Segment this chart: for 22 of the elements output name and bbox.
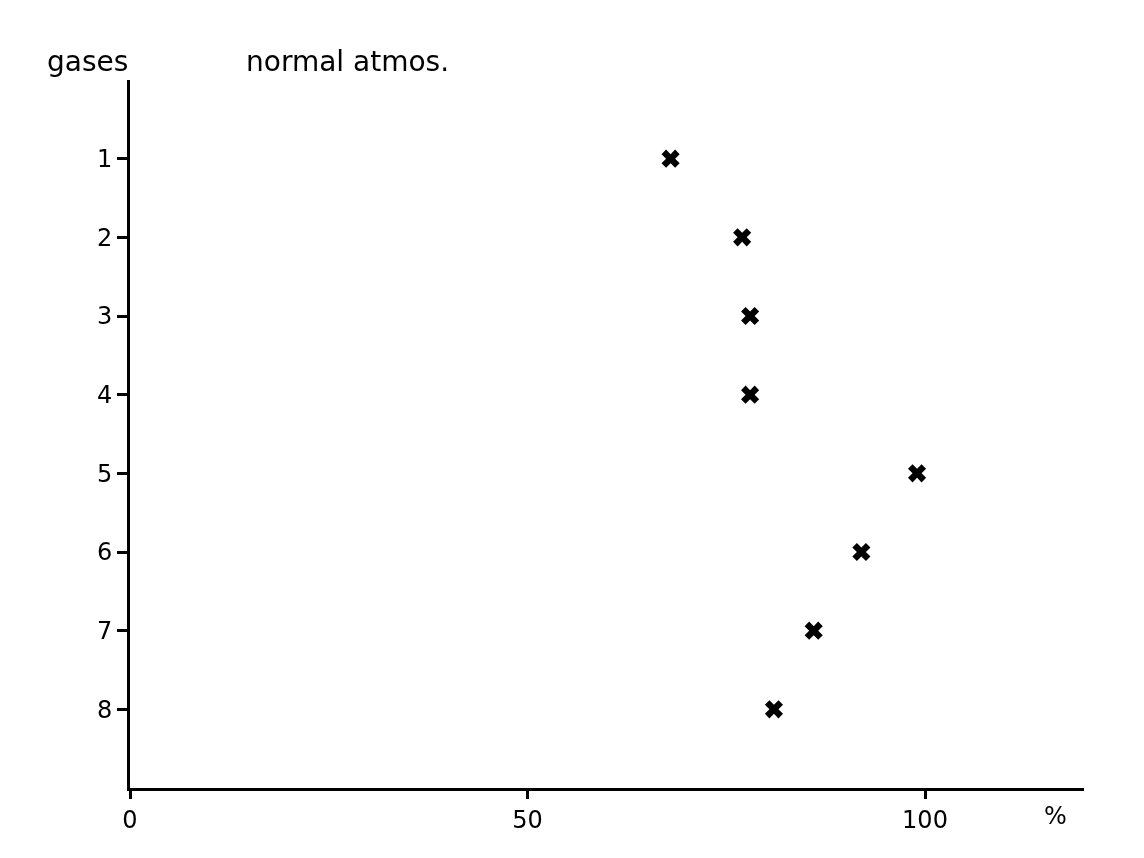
chart-title: normal atmos. bbox=[246, 45, 450, 78]
y-tick-label: 5 bbox=[96, 459, 113, 488]
x-tick-label: 50 bbox=[512, 805, 543, 834]
point bbox=[804, 621, 823, 640]
point bbox=[907, 464, 927, 483]
y-tick-label: 7 bbox=[96, 617, 113, 646]
point bbox=[764, 700, 784, 719]
x-tick-label: 100 bbox=[902, 805, 948, 834]
y-tick-label: 8 bbox=[96, 695, 113, 724]
y-tick-label: 3 bbox=[96, 302, 113, 331]
y-tick-label: 6 bbox=[96, 538, 113, 567]
point bbox=[852, 542, 871, 562]
point bbox=[661, 149, 680, 168]
point bbox=[741, 385, 760, 404]
point bbox=[733, 228, 752, 247]
y-tick-label: 4 bbox=[96, 381, 113, 410]
y-tick-label: 1 bbox=[96, 145, 113, 174]
point bbox=[741, 306, 760, 326]
y-tick-label: 2 bbox=[96, 223, 113, 252]
x-axis-title: % bbox=[1044, 802, 1067, 830]
y-axis-title: gases bbox=[47, 45, 129, 78]
x-tick-label: 0 bbox=[122, 805, 138, 834]
